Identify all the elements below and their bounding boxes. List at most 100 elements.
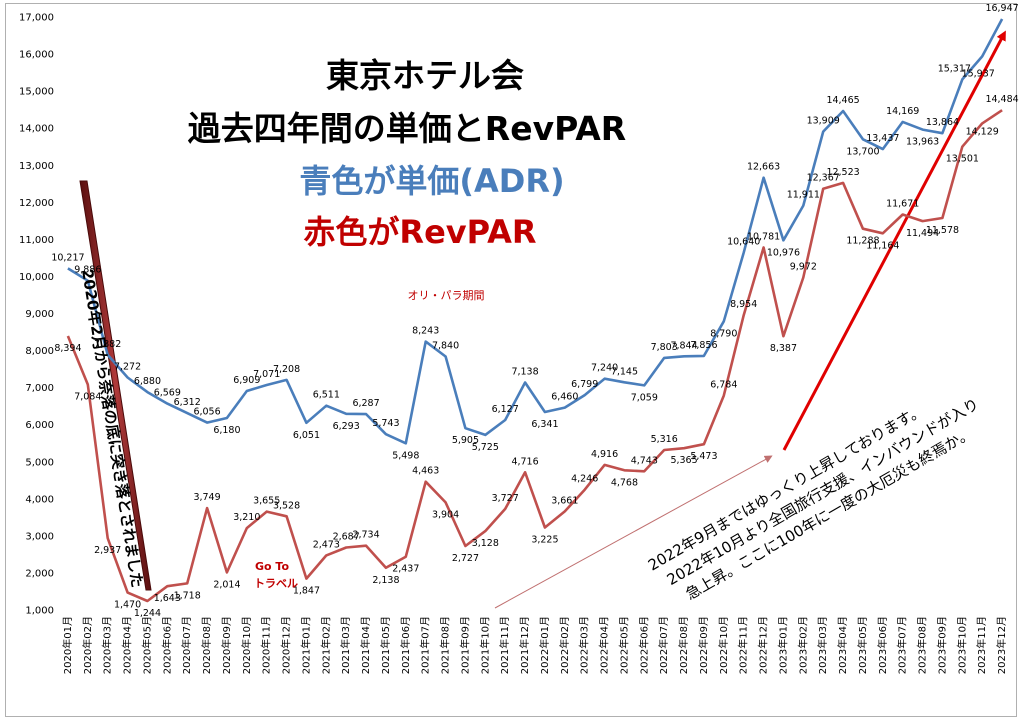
y-tick-label: 15,000 bbox=[19, 87, 54, 98]
x-tick-label: 2020年09月 bbox=[220, 616, 233, 674]
adr-data-label: 13,864 bbox=[926, 117, 959, 128]
x-tick-label: 2022年03月 bbox=[578, 616, 591, 674]
revpar-data-label: 11,671 bbox=[886, 199, 919, 210]
x-tick-label: 2021年12月 bbox=[518, 616, 531, 674]
revpar-data-label: 3,904 bbox=[432, 509, 459, 520]
x-tick-label: 2021年09月 bbox=[458, 616, 471, 674]
x-tick-label: 2020年01月 bbox=[61, 616, 74, 674]
x-tick-label: 2023年01月 bbox=[776, 616, 789, 674]
adr-data-label: 15,937 bbox=[962, 68, 995, 79]
y-tick-label: 10,000 bbox=[19, 272, 54, 283]
adr-data-label: 6,127 bbox=[492, 404, 519, 415]
series-line-revpar bbox=[66, 109, 1003, 603]
adr-data-label: 7,240 bbox=[591, 363, 618, 374]
y-tick-label: 9,000 bbox=[25, 309, 54, 320]
x-tick-label: 2021年01月 bbox=[299, 616, 312, 674]
y-tick-label: 13,000 bbox=[19, 161, 54, 172]
x-tick-label: 2023年12月 bbox=[995, 616, 1008, 674]
adr-data-label: 6,312 bbox=[174, 397, 201, 408]
adr-data-label: 13,963 bbox=[906, 137, 939, 148]
revpar-data-label: 4,246 bbox=[571, 474, 598, 485]
adr-data-label: 14,169 bbox=[886, 106, 919, 117]
revpar-data-label: 7,084 bbox=[74, 392, 101, 403]
adr-data-label: 6,341 bbox=[531, 419, 558, 430]
x-tick-label: 2022年10月 bbox=[717, 616, 730, 674]
x-tick-label: 2020年12月 bbox=[280, 616, 293, 674]
adr-data-label: 6,051 bbox=[293, 430, 320, 441]
adr-data-label: 7,059 bbox=[631, 392, 658, 403]
adr-data-label: 10,640 bbox=[727, 237, 760, 248]
x-tick-label: 2020年07月 bbox=[180, 616, 193, 674]
adr-data-label: 13,700 bbox=[846, 146, 879, 157]
revpar-data-label: 11,164 bbox=[866, 240, 899, 251]
y-tick-label: 7,000 bbox=[25, 383, 54, 394]
revpar-data-label: 2,014 bbox=[213, 579, 240, 590]
revpar-data-label: 8,954 bbox=[730, 299, 757, 310]
y-tick-label: 5,000 bbox=[25, 457, 54, 468]
adr-data-label: 15,317 bbox=[938, 63, 971, 74]
x-tick-label: 2022年04月 bbox=[598, 616, 611, 674]
adr-data-label: 6,293 bbox=[333, 421, 360, 432]
legend-adr: 青色が単価(ADR) bbox=[299, 162, 564, 200]
x-tick-label: 2023年03月 bbox=[816, 616, 829, 674]
adr-data-label: 5,725 bbox=[472, 442, 499, 453]
x-tick-label: 2022年12月 bbox=[757, 616, 770, 674]
revpar-data-label: 3,661 bbox=[551, 495, 578, 506]
goto-annotation-2: トラベル bbox=[254, 577, 298, 590]
x-tick-label: 2020年03月 bbox=[101, 616, 114, 674]
x-tick-label: 2021年07月 bbox=[419, 616, 432, 674]
x-tick-label: 2021年02月 bbox=[319, 616, 332, 674]
x-tick-label: 2021年03月 bbox=[339, 616, 352, 674]
adr-data-label: 6,511 bbox=[313, 390, 340, 401]
y-tick-label: 14,000 bbox=[19, 124, 54, 135]
revpar-data-label: 1,643 bbox=[154, 593, 181, 604]
x-tick-label: 2022年01月 bbox=[538, 616, 551, 674]
y-tick-label: 12,000 bbox=[19, 198, 54, 209]
adr-data-label: 7,882 bbox=[94, 339, 121, 350]
chart-frame bbox=[5, 3, 1017, 717]
goto-annotation-1: Go To bbox=[255, 560, 289, 573]
revpar-data-label: 10,781 bbox=[747, 231, 780, 242]
revpar-data-label: 13,501 bbox=[946, 154, 979, 165]
crash-annotation: 2020年2月から奈落の底に突き落とされました bbox=[78, 268, 146, 589]
revpar-data-label: 14,484 bbox=[985, 94, 1018, 105]
adr-data-label: 12,663 bbox=[747, 162, 780, 173]
adr-data-label: 13,909 bbox=[807, 116, 840, 127]
x-tick-label: 2021年05月 bbox=[379, 616, 392, 674]
y-tick-label: 2,000 bbox=[25, 568, 54, 579]
revpar-data-label: 4,463 bbox=[412, 466, 439, 477]
revpar-data-label: 8,394 bbox=[54, 343, 81, 354]
x-tick-label: 2020年06月 bbox=[160, 616, 173, 674]
revpar-data-label: 2,437 bbox=[392, 564, 419, 575]
x-tick-label: 2022年05月 bbox=[617, 616, 630, 674]
revpar-data-label: 3,528 bbox=[273, 500, 300, 511]
adr-data-label: 7,856 bbox=[690, 340, 717, 351]
x-tick-label: 2022年08月 bbox=[677, 616, 690, 674]
adr-data-label: 7,272 bbox=[114, 362, 141, 373]
adr-data-label: 7,840 bbox=[432, 340, 459, 351]
x-tick-label: 2023年06月 bbox=[876, 616, 889, 674]
adr-data-label: 6,909 bbox=[233, 375, 260, 386]
adr-data-label: 5,743 bbox=[372, 418, 399, 429]
revpar-data-label: 1,718 bbox=[174, 590, 201, 601]
y-tick-label: 1,000 bbox=[25, 606, 54, 617]
y-tick-label: 16,000 bbox=[19, 50, 54, 61]
revpar-data-label: 2,937 bbox=[94, 545, 121, 556]
adr-data-label: 6,460 bbox=[551, 392, 578, 403]
y-tick-label: 8,000 bbox=[25, 346, 54, 357]
y-tick-label: 4,000 bbox=[25, 494, 54, 505]
series-line-adr bbox=[67, 18, 1004, 445]
revpar-data-label: 2,727 bbox=[452, 553, 479, 564]
adr-data-label: 7,145 bbox=[611, 366, 638, 377]
adr-data-label: 10,217 bbox=[51, 252, 84, 263]
adr-data-label: 6,569 bbox=[154, 388, 181, 399]
x-tick-label: 2021年10月 bbox=[478, 616, 491, 674]
revpar-data-label: 1,244 bbox=[134, 608, 161, 619]
y-tick-label: 11,000 bbox=[19, 235, 54, 246]
x-tick-label: 2023年04月 bbox=[836, 616, 849, 674]
revpar-data-label: 1,470 bbox=[114, 600, 141, 611]
revpar-data-label: 2,473 bbox=[313, 539, 340, 550]
revpar-data-label: 12,523 bbox=[826, 167, 859, 178]
x-tick-label: 2023年02月 bbox=[796, 616, 809, 674]
x-tick-label: 2021年11月 bbox=[498, 616, 511, 674]
